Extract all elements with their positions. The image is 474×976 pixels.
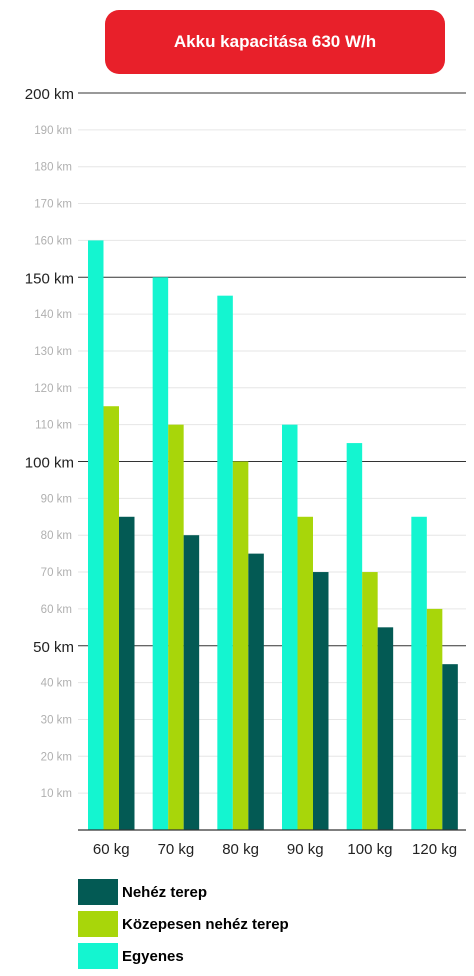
y-tick-label: 100 km (25, 455, 74, 472)
legend-label: Közepesen nehéz terep (122, 915, 289, 933)
legend-item-egyenes: Egyenes (78, 940, 289, 972)
y-tick-label: 80 km (41, 530, 72, 542)
y-tick-label: 110 km (35, 420, 72, 432)
legend-item-kozepesen-nehez-terep: Közepesen nehéz terep (78, 908, 289, 940)
y-tick-label: 60 km (41, 604, 72, 616)
y-tick-label: 90 km (41, 493, 72, 505)
y-tick-label: 160 km (34, 235, 72, 247)
bar (103, 406, 119, 830)
bar-chart: 10 km 20 km 30 km 40 km 50 km 60 km 70 km 80 km… (25, 86, 466, 858)
chart-title: Akku kapacitása 630 W/h (105, 10, 445, 74)
bar (168, 424, 184, 830)
x-tick-label: 70 kg (158, 841, 195, 858)
x-tick-label: 80 kg (222, 841, 259, 858)
bar (362, 572, 378, 830)
bar (346, 443, 363, 830)
legend-label: Nehéz terep (122, 883, 208, 901)
bar (442, 664, 458, 830)
y-tick-label: 180 km (34, 162, 72, 174)
x-tick-label: 120 kg (412, 841, 457, 858)
bar (152, 277, 169, 830)
y-tick-label: 170 km (34, 199, 72, 211)
bar (248, 553, 264, 830)
x-tick-label: 100 kg (347, 841, 392, 858)
legend: Nehéz terep Közepesen nehéz terep Egyene… (78, 876, 289, 972)
bar (297, 516, 313, 830)
legend-item-nehez-terep: Nehéz terep (78, 876, 289, 908)
x-tick-label: 90 kg (287, 841, 324, 858)
bar (282, 424, 298, 830)
bar (426, 608, 443, 830)
legend-swatch (78, 879, 118, 905)
x-tick-label: 60 kg (93, 841, 130, 858)
y-tick-label: 20 km (41, 751, 72, 763)
y-tick-label: 200 km (25, 86, 74, 103)
y-tick-label: 120 km (34, 383, 72, 395)
bar (232, 461, 249, 830)
bar (411, 516, 427, 830)
bar (88, 240, 104, 830)
bar (217, 295, 233, 830)
bar (313, 572, 329, 830)
bar (183, 535, 200, 830)
y-tick-label: 190 km (34, 125, 72, 137)
bar (119, 516, 135, 830)
y-tick-label: 10 km (41, 788, 72, 800)
y-tick-label: 70 km (41, 567, 72, 579)
legend-swatch (78, 943, 118, 969)
bar (377, 627, 394, 830)
y-tick-label: 40 km (41, 678, 72, 690)
y-tick-label: 30 km (41, 714, 72, 726)
legend-swatch (78, 911, 118, 937)
y-tick-label: 150 km (25, 270, 74, 287)
y-tick-label: 130 km (34, 346, 72, 358)
legend-label: Egyenes (122, 947, 184, 965)
y-tick-label: 50 km (33, 639, 74, 656)
y-tick-label: 140 km (34, 309, 72, 321)
